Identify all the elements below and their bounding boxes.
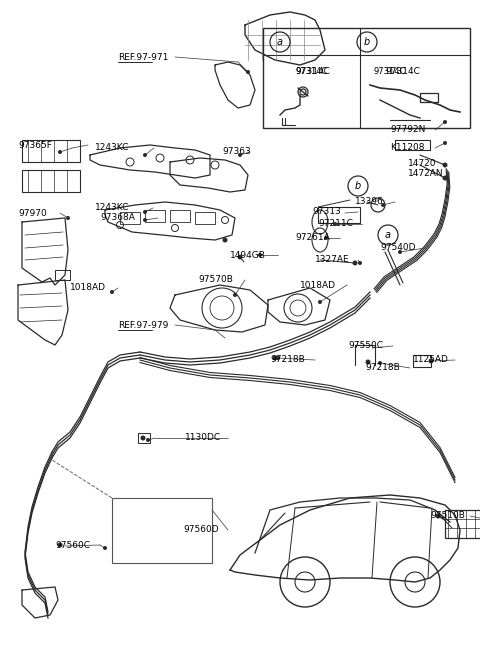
Bar [22, 170, 80, 192]
Circle shape [443, 120, 447, 124]
Circle shape [246, 70, 250, 74]
Text: 1130DC: 1130DC [185, 434, 221, 443]
Text: 97365F: 97365F [18, 140, 52, 150]
Circle shape [352, 260, 358, 266]
Circle shape [276, 356, 280, 360]
Text: 97314C: 97314C [295, 68, 330, 77]
Bar [195, 212, 215, 224]
Circle shape [146, 438, 150, 442]
Text: REF.97-979: REF.97-979 [118, 321, 168, 329]
Circle shape [443, 141, 447, 145]
Circle shape [398, 250, 402, 254]
Circle shape [318, 300, 322, 304]
Text: 97314C: 97314C [295, 68, 327, 77]
Bar [318, 207, 360, 223]
Text: REF.97-971: REF.97-971 [118, 52, 168, 62]
Text: 1494GB: 1494GB [230, 251, 266, 260]
Bar [420, 93, 438, 102]
Text: 97560C: 97560C [55, 541, 90, 550]
Text: 1327AE: 1327AE [315, 255, 349, 264]
Text: 97970: 97970 [18, 209, 47, 218]
Circle shape [143, 218, 147, 222]
Text: b: b [355, 181, 361, 191]
Text: 14720: 14720 [408, 159, 436, 167]
Text: K11208: K11208 [390, 144, 424, 152]
Circle shape [324, 236, 328, 240]
Circle shape [238, 153, 242, 157]
Text: 97510B: 97510B [430, 512, 465, 520]
Circle shape [273, 356, 277, 361]
Text: 13396: 13396 [355, 197, 384, 207]
Circle shape [333, 222, 337, 226]
Text: 97540D: 97540D [380, 243, 416, 253]
Circle shape [143, 153, 147, 157]
Text: 1018AD: 1018AD [70, 283, 106, 293]
Text: 97261A: 97261A [295, 234, 330, 243]
Circle shape [378, 361, 382, 365]
Circle shape [429, 359, 433, 363]
Circle shape [443, 163, 447, 167]
Circle shape [141, 436, 145, 440]
Bar [22, 140, 80, 162]
Circle shape [58, 543, 62, 548]
Text: 97314C: 97314C [373, 68, 406, 77]
Circle shape [110, 290, 114, 294]
Circle shape [258, 253, 262, 257]
Text: 1125AD: 1125AD [413, 356, 449, 365]
Text: 1018AD: 1018AD [300, 281, 336, 289]
Text: 97218B: 97218B [270, 356, 305, 365]
Text: 97363: 97363 [222, 148, 251, 157]
Circle shape [66, 216, 70, 220]
Text: a: a [277, 37, 283, 47]
Bar [120, 212, 140, 224]
Text: 97313: 97313 [312, 207, 341, 216]
Text: 97570B: 97570B [198, 276, 233, 285]
Circle shape [238, 255, 242, 260]
Bar [445, 510, 480, 538]
Circle shape [58, 150, 62, 154]
Text: 97368A: 97368A [100, 213, 135, 222]
Circle shape [429, 358, 433, 363]
Text: b: b [364, 37, 370, 47]
Circle shape [435, 514, 441, 518]
Bar [413, 355, 431, 367]
Text: 1243KC: 1243KC [95, 203, 130, 213]
Circle shape [223, 237, 228, 243]
Text: 1472AN: 1472AN [408, 169, 444, 178]
Text: a: a [385, 230, 391, 240]
Circle shape [358, 261, 362, 265]
Text: 97211C: 97211C [318, 220, 353, 228]
Bar [145, 210, 165, 222]
Circle shape [103, 546, 107, 550]
Circle shape [143, 210, 147, 214]
Text: 1243KC: 1243KC [95, 144, 130, 152]
Text: 97218B: 97218B [365, 363, 400, 373]
Circle shape [381, 203, 385, 207]
Bar [55, 270, 70, 280]
Bar [170, 210, 190, 222]
Circle shape [443, 176, 447, 180]
Text: 97792N: 97792N [390, 125, 425, 134]
Text: 97560D: 97560D [183, 525, 218, 535]
Bar [138, 433, 150, 443]
Text: 97550C: 97550C [348, 342, 383, 350]
Bar [263, 28, 470, 128]
Text: 97314C: 97314C [385, 68, 420, 77]
Circle shape [365, 359, 371, 365]
Circle shape [233, 293, 237, 297]
Bar [112, 498, 212, 563]
